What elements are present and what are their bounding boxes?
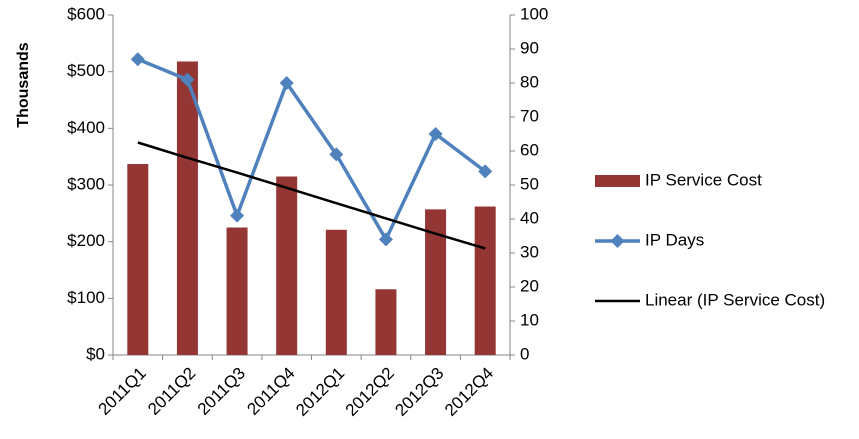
y2-tick-label: 40: [520, 208, 539, 227]
y-tick-label: $100: [67, 288, 105, 307]
line: [137, 57, 487, 244]
y2-tick-label: 70: [520, 106, 539, 125]
marker: [130, 52, 145, 67]
legend-marker: [610, 234, 625, 248]
marker: [230, 208, 245, 223]
x-tick-label: 2011Q4: [243, 364, 298, 419]
y2-tick-label: 50: [520, 174, 539, 193]
y-tick-label: $300: [67, 174, 105, 193]
legend-swatch: [595, 175, 640, 187]
y-tick-label: $0: [86, 344, 105, 363]
marker: [279, 76, 294, 90]
y-tick-label: $400: [67, 118, 105, 137]
bar: [226, 227, 248, 355]
legend-label: IP Service Cost: [645, 170, 762, 189]
marker: [329, 147, 344, 162]
y2-tick-label: 10: [520, 310, 539, 329]
y-axis-label: Thousands: [15, 42, 32, 127]
x-tick-label: 2011Q3: [194, 364, 249, 419]
x-tick-label: 2012Q2: [342, 364, 398, 420]
y-tick-label: $200: [67, 231, 105, 250]
y-tick-label: $600: [67, 4, 105, 23]
bar: [127, 164, 149, 355]
marker: [378, 232, 393, 247]
x-tick-label: 2012Q1: [292, 364, 348, 420]
x-tick-label: 2012Q3: [391, 364, 447, 420]
x-tick-label: 2012Q4: [441, 364, 497, 420]
legend-label: IP Days: [645, 230, 704, 249]
bar: [176, 61, 198, 355]
y2-tick-label: 0: [520, 344, 529, 363]
legend-label: Linear (IP Service Cost): [645, 290, 825, 309]
bar: [375, 289, 397, 355]
marker: [428, 127, 443, 141]
y2-tick-label: 90: [520, 38, 539, 57]
x-tick-label: 2011Q2: [144, 364, 199, 419]
line: [137, 141, 486, 250]
bar: [474, 206, 496, 355]
marker: [478, 164, 493, 179]
marker: [180, 72, 195, 87]
y2-tick-label: 80: [520, 72, 539, 91]
y-tick-label: $500: [67, 61, 105, 80]
y2-tick-label: 100: [520, 4, 548, 23]
x-tick-label: 2011Q1: [94, 364, 149, 419]
y2-tick-label: 30: [520, 242, 539, 261]
bar: [425, 209, 447, 355]
y2-tick-label: 60: [520, 140, 539, 159]
bar: [276, 176, 298, 355]
bar: [325, 229, 347, 355]
y2-tick-label: 20: [520, 276, 539, 295]
